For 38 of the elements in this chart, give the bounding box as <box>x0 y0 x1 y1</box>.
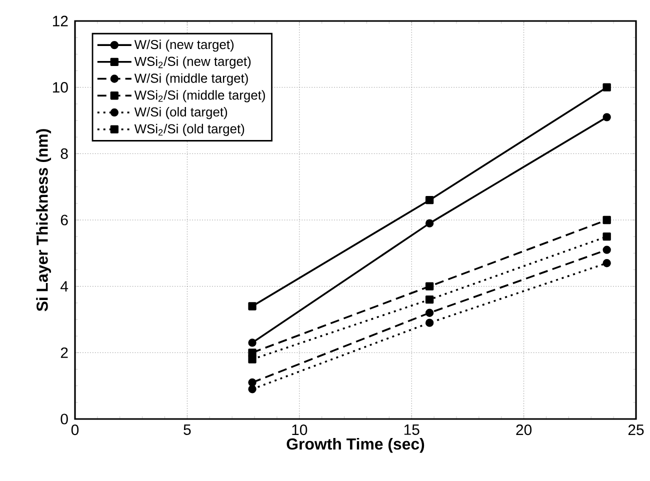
y-tick-label: 6 <box>60 214 68 226</box>
point <box>602 232 611 241</box>
point <box>248 378 256 387</box>
point <box>248 355 256 364</box>
y-tick-label: 0 <box>60 414 68 424</box>
point <box>425 296 434 304</box>
point <box>602 216 611 224</box>
y-tick-label: 2 <box>60 347 68 358</box>
legend-label: W/Si (middle target) <box>134 73 248 86</box>
legend-label: WSi$_{2}$/Si (old target) <box>134 124 244 136</box>
y-tick-label: 8 <box>60 148 68 159</box>
point <box>425 308 434 317</box>
y-tick-label: 10 <box>53 82 68 93</box>
point <box>425 219 434 228</box>
point <box>602 259 611 268</box>
x-tick-label: 20 <box>516 424 532 436</box>
x-tick-label: 0 <box>71 424 79 436</box>
x-axis-title: Growth Time (sec) <box>286 438 424 453</box>
point <box>248 302 256 310</box>
y-axis-title: Si Layer Thickness (nm) <box>36 129 52 312</box>
point <box>425 196 434 204</box>
point <box>248 385 256 394</box>
point <box>602 113 611 122</box>
x-tick-label: 15 <box>404 424 420 435</box>
point <box>248 338 256 347</box>
x-tick-label: 25 <box>628 424 644 436</box>
point <box>425 282 434 290</box>
y-tick-label: 12 <box>53 16 68 26</box>
y-tick-label: 4 <box>60 281 68 292</box>
legend-label: WSi$_{2}$/Si (middle target) <box>134 90 265 102</box>
legend-label: W/Si (new target) <box>134 40 234 52</box>
legend-label: W/Si (old target) <box>134 107 228 120</box>
point <box>602 83 611 92</box>
x-tick-label: 5 <box>184 424 191 435</box>
x-tick-label: 10 <box>292 424 308 436</box>
legend-label: WSi$_{2}$/Si (new target) <box>134 56 251 69</box>
point <box>602 246 611 254</box>
point <box>425 318 434 327</box>
